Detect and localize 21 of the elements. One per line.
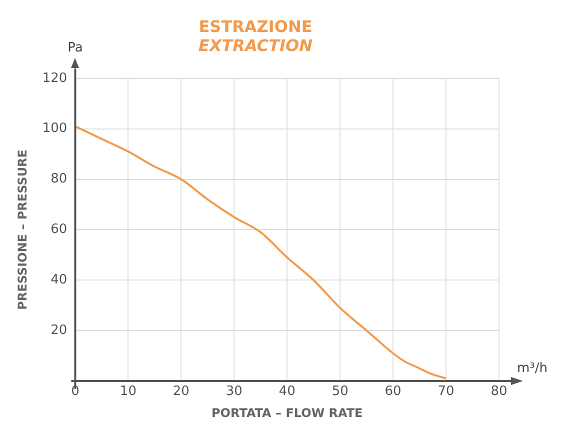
chart-subtitle: EXTRACTION [198,36,314,55]
x-tick-label: 40 [278,384,296,400]
y-axis-title: PRESSIONE – PRESSURE [15,149,30,310]
x-tick-label: 20 [172,384,190,400]
y-tick-label: 20 [50,322,68,338]
y-tick-label: 60 [50,222,68,238]
x-tick-label: 80 [490,384,508,400]
chart-title: ESTRAZIONE [198,16,312,36]
x-tick-label: 50 [332,384,348,400]
text: Pa [68,40,83,56]
x-tick-label: 10 [120,384,136,400]
y-tick-label: 40 [50,272,68,288]
y-tick-label: 100 [42,121,68,136]
x-tick-label: 70 [438,384,454,400]
x-tick-label: 60 [384,384,402,400]
y-tick-label: 80 [50,172,68,187]
x-axis-title: PORTATA – FLOW RATE [211,406,363,420]
x-tick-label: 30 [226,384,242,400]
y-tick-label: 120 [42,70,68,86]
line-series [75,125,448,380]
text: m³/h [517,360,548,376]
